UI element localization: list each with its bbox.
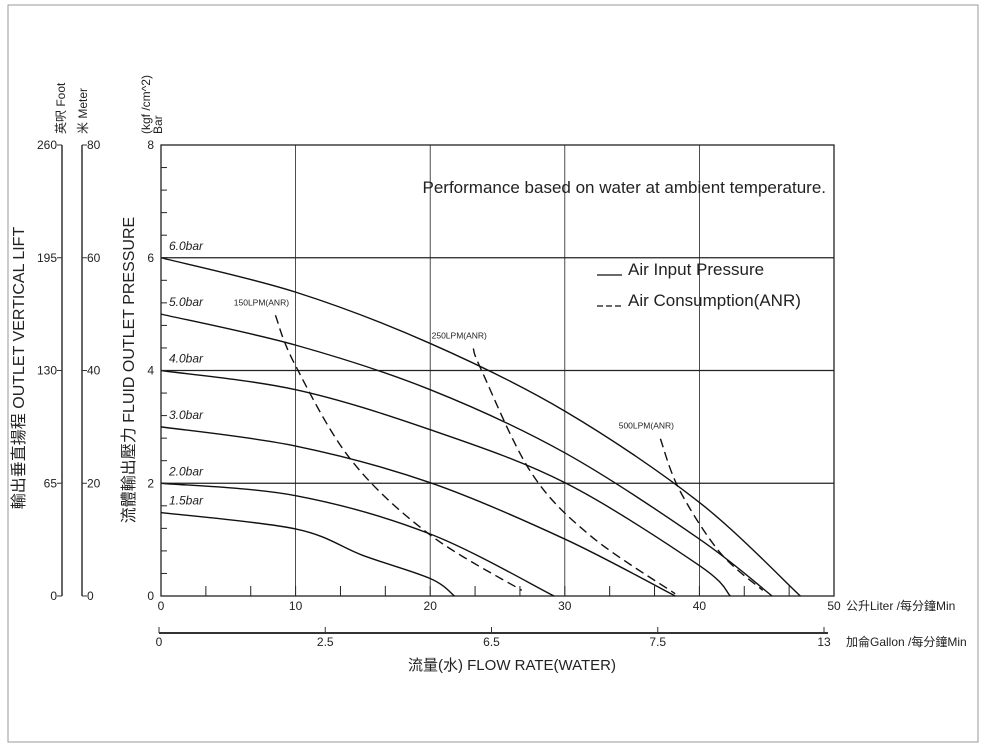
series-label-250lpm-anr: 250LPM(ANR) [432, 331, 487, 341]
x-tick-label: 50 [827, 599, 841, 613]
x-unit-gallon: 加侖Gallon /每分鐘Min [846, 634, 967, 649]
legend-label-air-consumption: Air Consumption(ANR) [628, 291, 801, 310]
y-tick-label: 2 [147, 476, 154, 490]
x-tick-label: 0 [158, 599, 165, 613]
meter-tick-label: 0 [87, 589, 94, 603]
foot-tick-label: 195 [37, 251, 57, 265]
foot-tick-label: 65 [44, 476, 58, 490]
x-axis-title: 流量(水) FLOW RATE(WATER) [408, 657, 616, 674]
series-line-2-0bar [160, 482, 555, 597]
y-axis-title: 流體輸出壓力 FLUID OUTLET PRESSURE [120, 217, 138, 523]
meter-tick-label: 80 [87, 138, 101, 152]
y-unit-kgf: (kgf /cm^2) [139, 75, 153, 134]
series-line-5-0bar [160, 313, 773, 597]
series-line-4-0bar [160, 369, 731, 597]
y-unit-bar: Bar [151, 115, 165, 134]
x-tick-label: 10 [289, 599, 303, 613]
grid [160, 144, 835, 597]
x-tick-label: 40 [693, 599, 707, 613]
series-label-6-0bar: 6.0bar [169, 239, 204, 253]
y-tick-label: 8 [147, 138, 154, 152]
x-tick-label: 30 [558, 599, 572, 613]
meter-tick-label: 60 [87, 251, 101, 265]
x-unit-liter: 公升Liter /每分鐘Min [846, 598, 955, 613]
gallon-tick-label: 13 [817, 635, 831, 649]
series-label-150lpm-anr: 150LPM(ANR) [234, 297, 289, 307]
y-tick-label: 4 [147, 364, 154, 378]
legend-label-air-input: Air Input Pressure [628, 260, 764, 279]
foot-tick-label: 130 [37, 364, 57, 378]
series-line-1-5bar [160, 511, 455, 597]
series-label-2-0bar: 2.0bar [168, 464, 204, 478]
y-tick-label: 6 [147, 251, 154, 265]
foot-tick-label: 260 [37, 138, 57, 152]
gallon-tick-label: 6.5 [483, 635, 500, 649]
series-line-150lpm-anr [274, 314, 523, 591]
series-line-3-0bar [160, 426, 676, 597]
lift-axis-title: 輸出垂直揚程 OUTLET VERTICAL LIFT [10, 227, 28, 510]
series-line-500lpm-anr [659, 438, 764, 591]
gallon-tick-label: 2.5 [317, 635, 334, 649]
series-layer: 6.0bar 5.0bar 4.0bar 3.0bar 2.0bar 1.5bar 150L… [160, 239, 801, 597]
foot-unit: 英呎 Foot [54, 82, 68, 134]
meter-tick-label: 40 [87, 364, 101, 378]
note-text: Performance based on water at ambient te… [423, 178, 827, 197]
series-line-6-0bar [160, 257, 801, 597]
gallon-tick-label: 0 [156, 635, 163, 649]
x-tick-label: 20 [424, 599, 438, 613]
chart-frame [7, 4, 979, 743]
meter-tick-label: 20 [87, 476, 101, 490]
series-label-4-0bar: 4.0bar [169, 352, 204, 366]
series-label-1-5bar: 1.5bar [169, 494, 204, 508]
foot-tick-label: 0 [50, 589, 57, 603]
series-label-500lpm-anr: 500LPM(ANR) [619, 421, 674, 431]
y-tick-label: 0 [147, 589, 154, 603]
series-label-5-0bar: 5.0bar [169, 295, 204, 309]
gallon-tick-label: 7.5 [649, 635, 666, 649]
series-line-250lpm-anr [472, 348, 676, 595]
meter-unit: 米 Meter [76, 88, 90, 134]
legend: Air Input Pressure Air Consumption(ANR) [597, 260, 801, 310]
series-label-3-0bar: 3.0bar [169, 408, 204, 422]
